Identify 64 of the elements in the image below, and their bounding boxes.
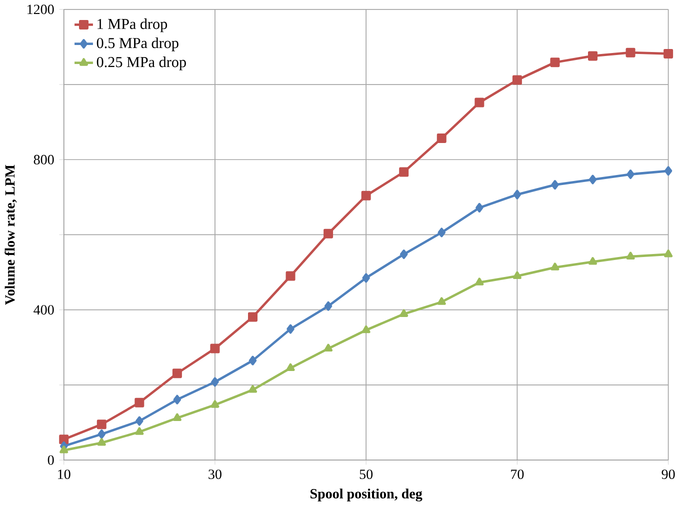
point (550, 58, 560, 68)
y-tick-label: 800 (34, 154, 54, 164)
point (664, 249, 673, 258)
point (136, 416, 144, 426)
point (588, 51, 598, 61)
point (60, 446, 68, 454)
y-tick-label: 0 (48, 455, 54, 465)
point (550, 262, 560, 270)
point (588, 256, 598, 265)
point (588, 174, 597, 184)
point (59, 434, 69, 444)
point (512, 75, 522, 85)
point (248, 356, 257, 366)
point (474, 98, 484, 108)
point (664, 166, 672, 176)
point (210, 344, 220, 354)
point (399, 167, 409, 177)
point (436, 133, 446, 143)
point (362, 325, 370, 334)
point (626, 169, 634, 179)
x-tick-label: 30 (208, 470, 222, 479)
point (172, 413, 182, 421)
point (172, 368, 182, 378)
point (134, 398, 144, 408)
point (513, 190, 522, 200)
x-axis-title: Spool position, deg (310, 488, 422, 502)
point (362, 273, 370, 283)
legend-label: 0.25 MPa drop (96, 56, 186, 70)
point (626, 252, 635, 260)
point (135, 427, 144, 435)
point (476, 202, 484, 212)
x-tick-label: 70 (511, 470, 524, 479)
point (96, 420, 106, 430)
point (210, 400, 220, 408)
legend-label: 0.5 MPa drop (96, 37, 178, 52)
point (324, 301, 332, 311)
point (512, 271, 522, 279)
point (475, 278, 484, 286)
y-axis-title: Volume flow rate, LPM (4, 164, 17, 305)
point (98, 429, 106, 439)
point (286, 271, 296, 281)
point (626, 48, 636, 58)
point (173, 394, 182, 404)
point (400, 309, 408, 317)
point (324, 344, 333, 352)
x-tick-label: 10 (58, 470, 70, 479)
y-tick-label: 400 (34, 305, 54, 315)
point (286, 363, 295, 371)
point (437, 297, 446, 305)
point (286, 324, 294, 334)
x-tick-label: 90 (662, 470, 675, 479)
point (248, 312, 258, 322)
point (361, 190, 371, 200)
x-tick-label: 50 (360, 470, 373, 479)
y-tick-label: 1200 (28, 4, 54, 14)
point (211, 377, 219, 387)
point (248, 385, 258, 393)
point (400, 249, 408, 259)
point (438, 228, 446, 238)
point (551, 180, 559, 190)
point (97, 438, 106, 446)
point (324, 228, 334, 238)
point (664, 48, 674, 58)
legend-label: 1 MPa drop (98, 18, 168, 32)
